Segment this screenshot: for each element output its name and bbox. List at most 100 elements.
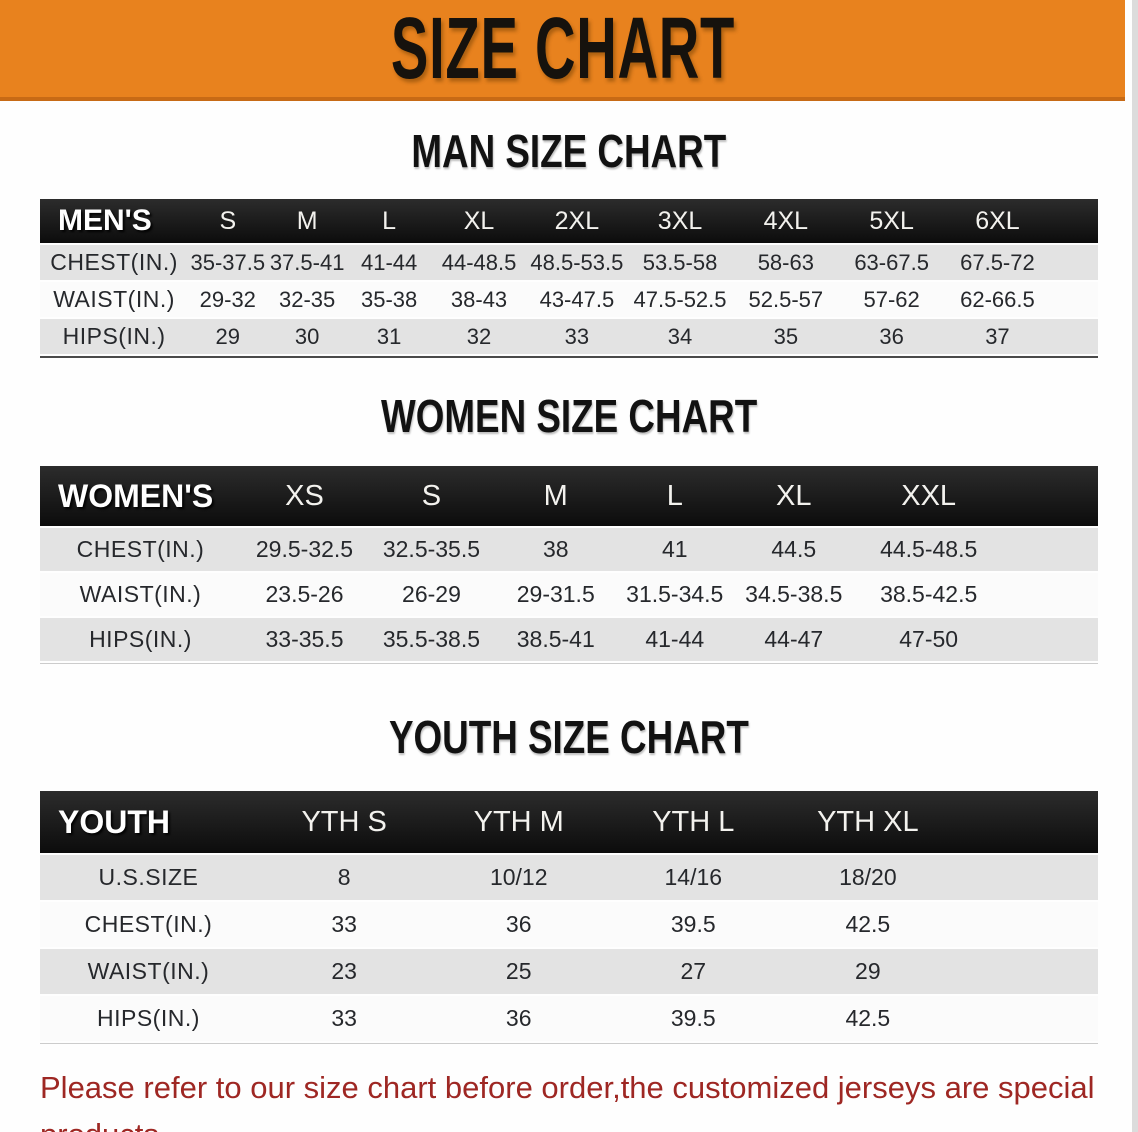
size-column-header: 6XL	[944, 199, 1051, 243]
measurement-row: U.S.SIZE 8 10/12 14/16 18/20	[40, 855, 1098, 900]
row-label: CHEST(IN.)	[84, 911, 213, 937]
youth-section-heading: YOUTH SIZE CHART	[0, 709, 1138, 765]
row-spacer	[1050, 319, 1098, 354]
size-value-cell: 37	[985, 323, 1010, 349]
size-value-cell: 38	[542, 536, 569, 562]
size-value-cell: 31	[376, 323, 402, 349]
size-column-header: YTH S	[256, 791, 432, 853]
size-column-header: 3XL	[627, 199, 733, 243]
size-column-header: S	[188, 199, 268, 243]
men-heading-text: MAN SIZE CHART	[411, 125, 727, 177]
size-value-cell: 31.5-34.5	[626, 581, 724, 607]
size-chart-banner: SIZE CHART	[0, 0, 1125, 101]
size-value-cell: 29.5-32.5	[255, 536, 354, 562]
size-value-cell: 44.5	[771, 536, 817, 562]
size-value-cell: 67.5-72	[960, 249, 1035, 275]
size-value-cell: 44.5-48.5	[880, 536, 978, 562]
size-value-cell: 30	[294, 323, 320, 349]
size-value-cell: 38-43	[450, 286, 508, 312]
size-column-header: M	[267, 199, 347, 243]
size-value-cell: 36	[879, 323, 904, 349]
size-value-cell: 36	[505, 911, 532, 937]
size-value-cell: 57-62	[863, 286, 920, 312]
men-section-heading: MAN SIZE CHART	[0, 123, 1138, 179]
size-value-cell: 42.5	[845, 911, 891, 937]
size-value-cell: 29	[855, 958, 881, 984]
size-value-cell: 10/12	[489, 864, 548, 890]
size-value-cell: 62-66.5	[960, 286, 1035, 312]
size-value-cell: 39.5	[670, 1005, 716, 1031]
size-value-cell: 37.5-41	[269, 249, 345, 275]
measurement-row: HIPS(IN.) 29 30 31 32 33 34 35 36 37	[40, 319, 1098, 354]
size-value-cell: 8	[337, 864, 351, 890]
size-value-cell: 34.5-38.5	[745, 581, 843, 607]
row-label: WAIST(IN.)	[53, 286, 175, 312]
size-value-cell: 38.5-42.5	[880, 581, 978, 607]
size-column-header: XL	[732, 466, 855, 526]
banner-title: SIZE CHART	[390, 0, 735, 98]
row-spacer	[955, 902, 1098, 947]
size-value-cell: 33	[331, 1005, 357, 1031]
size-column-header: YTH L	[606, 791, 781, 853]
size-value-cell: 41	[661, 536, 688, 562]
size-value-cell: 33-35.5	[265, 626, 344, 652]
row-label: WAIST(IN.)	[79, 581, 202, 607]
size-value-cell: 43-47.5	[539, 286, 615, 312]
size-value-cell: 23.5-26	[265, 581, 344, 607]
women-size-table: WOMEN'S XS S M L XL XXL CHEST(IN.) 29.5-32.5 32.5…	[40, 464, 1098, 663]
measurement-row: WAIST(IN.) 23.5-26 26-29 29-31.5 31.5-34.5 34…	[40, 573, 1098, 616]
size-value-cell: 47-50	[899, 626, 959, 652]
row-label: CHEST(IN.)	[50, 249, 178, 275]
size-value-cell: 58-63	[757, 249, 814, 275]
order-policy-note: Please refer to our size chart before or…	[40, 1064, 1098, 1132]
size-value-cell: 25	[505, 958, 532, 984]
size-value-cell: 29-32	[199, 286, 256, 312]
size-column-header: XS	[241, 466, 368, 526]
measurement-row: WAIST(IN.) 29-32 32-35 35-38 38-43 43-47.5 47.…	[40, 282, 1098, 317]
size-value-cell: 27	[680, 958, 707, 984]
header-spacer	[955, 791, 1098, 853]
women-heading-text: WOMEN SIZE CHART	[380, 390, 758, 442]
size-table-header-row: WOMEN'S XS S M L XL XXL	[40, 466, 1098, 526]
size-column-header: 2XL	[526, 199, 628, 243]
size-column-header: M	[494, 466, 617, 526]
size-value-cell: 35.5-38.5	[382, 626, 481, 652]
size-value-cell: 34	[667, 323, 693, 349]
row-label: HIPS(IN.)	[62, 323, 166, 349]
size-value-cell: 39.5	[670, 911, 716, 937]
header-spacer	[1002, 466, 1098, 526]
measurement-row: CHEST(IN.) 29.5-32.5 32.5-35.5 38 41 44.5 44.5…	[40, 528, 1098, 571]
row-spacer	[955, 855, 1098, 900]
size-value-cell: 14/16	[664, 864, 723, 890]
size-value-cell: 33	[564, 323, 590, 349]
size-value-cell: 29-31.5	[516, 581, 595, 607]
measurement-row: CHEST(IN.) 35-37.5 37.5-41 41-44 44-48.5 48.5…	[40, 245, 1098, 280]
size-column-header: 4XL	[732, 199, 839, 243]
size-column-header: L	[346, 199, 432, 243]
row-spacer	[1050, 245, 1098, 280]
image-edge-strip	[1132, 0, 1138, 1132]
youth-heading-text: YOUTH SIZE CHART	[389, 711, 749, 763]
size-value-cell: 48.5-53.5	[530, 249, 624, 275]
men-table-container: MEN'S S M L XL 2XL 3XL 4XL 5XL 6XL CHEST(IN.) 35-37…	[40, 197, 1098, 358]
size-value-cell: 29	[215, 323, 241, 349]
size-value-cell: 47.5-52.5	[633, 286, 727, 312]
size-value-cell: 38.5-41	[516, 626, 595, 652]
row-label: U.S.SIZE	[98, 864, 199, 890]
size-value-cell: 42.5	[845, 1005, 891, 1031]
row-label: WAIST(IN.)	[87, 958, 210, 984]
table-corner-label: WOMEN'S	[40, 466, 242, 526]
size-column-header: XXL	[854, 466, 1003, 526]
size-value-cell: 63-67.5	[854, 249, 929, 275]
row-spacer	[955, 996, 1098, 1041]
size-value-cell: 18/20	[839, 864, 897, 890]
size-value-cell: 26-29	[402, 581, 461, 607]
measurement-row: CHEST(IN.) 33 36 39.5 42.5	[40, 902, 1098, 947]
size-value-cell: 52.5-57	[748, 286, 824, 312]
men-size-table: MEN'S S M L XL 2XL 3XL 4XL 5XL 6XL CHEST(IN.) 35-37…	[40, 197, 1098, 356]
size-value-cell: 33	[331, 911, 357, 937]
size-column-header: 5XL	[838, 199, 945, 243]
row-spacer	[1003, 618, 1098, 661]
size-value-cell: 35-37.5	[190, 249, 266, 275]
